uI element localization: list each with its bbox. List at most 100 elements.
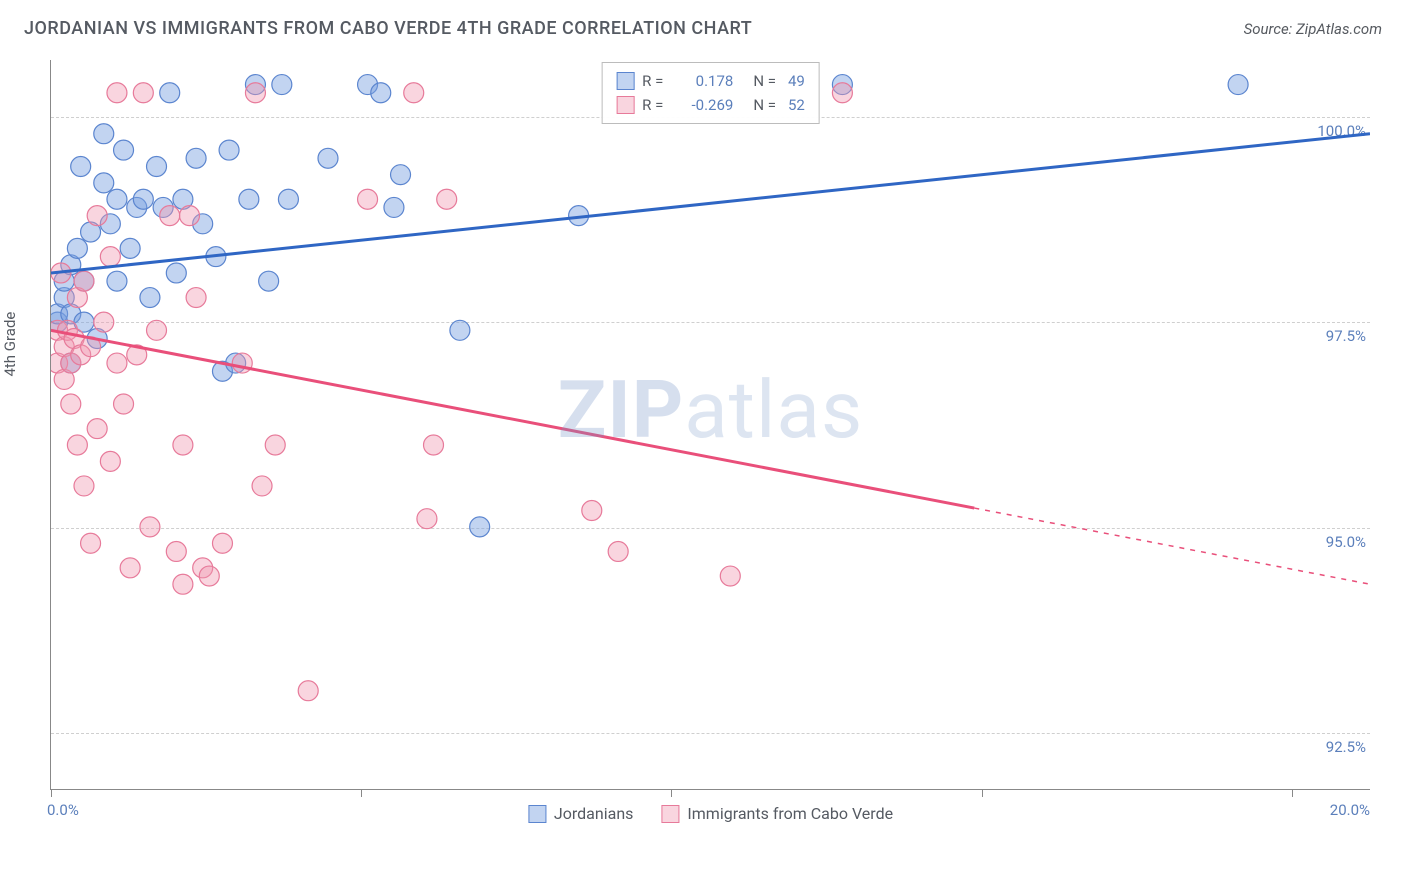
data-point — [87, 206, 107, 226]
data-point — [186, 288, 206, 308]
data-point — [371, 83, 391, 103]
legend-r-label: R = — [642, 69, 663, 93]
series-label: Jordanians — [554, 804, 633, 823]
data-point — [140, 517, 160, 537]
data-point — [417, 509, 437, 529]
chart-title: JORDANIAN VS IMMIGRANTS FROM CABO VERDE … — [24, 18, 752, 39]
data-point — [582, 501, 602, 521]
data-point — [133, 189, 153, 209]
data-point — [100, 247, 120, 267]
data-point — [384, 197, 404, 217]
data-point — [186, 148, 206, 168]
series-label: Immigrants from Cabo Verde — [687, 804, 893, 823]
data-point — [114, 394, 134, 414]
data-point — [107, 189, 127, 209]
data-point — [219, 140, 239, 160]
data-point — [173, 435, 193, 455]
legend-n-label: N = — [753, 93, 776, 117]
series-legend-item: Immigrants from Cabo Verde — [661, 804, 893, 823]
data-point — [199, 566, 219, 586]
x-tick — [982, 789, 983, 797]
legend-swatch — [616, 72, 634, 90]
x-tick — [51, 789, 52, 797]
data-point — [74, 476, 94, 496]
data-point — [239, 189, 259, 209]
data-point — [147, 156, 167, 176]
data-point — [245, 83, 265, 103]
x-axis-max-label: 20.0% — [1330, 801, 1370, 819]
data-point — [180, 206, 200, 226]
data-point — [278, 189, 298, 209]
data-point — [94, 124, 114, 144]
trend-line — [51, 330, 974, 508]
legend-r-value: 0.178 — [675, 69, 733, 93]
legend-swatch — [616, 96, 634, 114]
data-point — [437, 189, 457, 209]
data-point — [720, 566, 740, 586]
data-point — [298, 681, 318, 701]
series-legend-item: Jordanians — [528, 804, 633, 823]
data-point — [67, 238, 87, 258]
legend-n-value: 49 — [788, 69, 805, 93]
data-point — [272, 75, 292, 95]
data-point — [120, 558, 140, 578]
data-point — [107, 271, 127, 291]
data-point — [391, 165, 411, 185]
data-point — [140, 288, 160, 308]
legend-row: R = 0.178 N = 49 — [616, 69, 805, 93]
data-point — [470, 517, 490, 537]
data-point — [212, 533, 232, 553]
legend-swatch — [528, 805, 546, 823]
data-point — [107, 353, 127, 373]
correlation-legend: R = 0.178 N = 49 R = -0.269 N = 52 — [601, 62, 820, 124]
source-attribution: Source: ZipAtlas.com — [1244, 20, 1382, 38]
data-point — [166, 263, 186, 283]
legend-swatch — [661, 805, 679, 823]
data-point — [232, 353, 252, 373]
data-point — [107, 83, 127, 103]
data-point — [832, 83, 852, 103]
scatter-svg — [51, 60, 1370, 789]
x-tick — [1292, 789, 1293, 797]
data-point — [71, 156, 91, 176]
data-point — [265, 435, 285, 455]
chart-area: 92.5%95.0%97.5%100.0% ZIPatlas R =0.178N… — [50, 60, 1370, 790]
data-point — [61, 394, 81, 414]
data-point — [120, 238, 140, 258]
x-tick — [361, 789, 362, 797]
y-axis-title: 4th Grade — [1, 312, 19, 377]
series-legend: Jordanians Immigrants from Cabo Verde — [528, 804, 893, 823]
data-point — [166, 541, 186, 561]
data-point — [81, 533, 101, 553]
data-point — [450, 320, 470, 340]
legend-n-label: N = — [753, 69, 776, 93]
plot-frame: 92.5%95.0%97.5%100.0% ZIPatlas R =0.178N… — [50, 60, 1370, 790]
data-point — [318, 148, 338, 168]
legend-r-value: -0.269 — [675, 93, 733, 117]
x-axis-min-label: 0.0% — [47, 801, 79, 819]
data-point — [74, 271, 94, 291]
legend-r-label: R = — [642, 93, 663, 117]
data-point — [1228, 75, 1248, 95]
data-point — [160, 83, 180, 103]
data-point — [608, 541, 628, 561]
data-point — [404, 83, 424, 103]
trend-line-extrapolated — [974, 508, 1370, 584]
data-point — [133, 83, 153, 103]
data-point — [252, 476, 272, 496]
legend-n-value: 52 — [788, 93, 805, 117]
data-point — [424, 435, 444, 455]
data-point — [358, 189, 378, 209]
data-point — [94, 312, 114, 332]
data-point — [94, 173, 114, 193]
data-point — [114, 140, 134, 160]
data-point — [67, 435, 87, 455]
legend-row: R = -0.269 N = 52 — [616, 93, 805, 117]
data-point — [147, 320, 167, 340]
data-point — [173, 574, 193, 594]
data-point — [259, 271, 279, 291]
data-point — [87, 419, 107, 439]
data-point — [160, 206, 180, 226]
x-tick — [671, 789, 672, 797]
data-point — [100, 451, 120, 471]
